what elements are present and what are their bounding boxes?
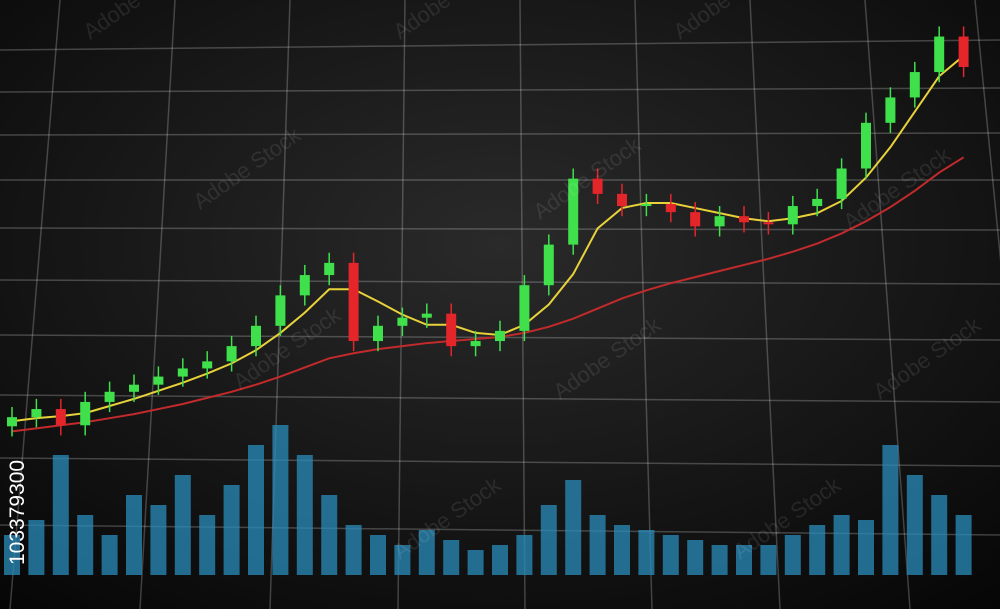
volume-bar — [687, 540, 704, 575]
volume-bar — [711, 545, 728, 575]
volume-bar — [565, 480, 582, 575]
volume-bar — [101, 535, 118, 575]
volume-bar — [4, 535, 20, 575]
candle-body — [129, 384, 139, 392]
candle-body — [80, 401, 91, 426]
volume-bar — [931, 495, 948, 575]
volume-bar — [321, 495, 338, 575]
candle-body — [934, 36, 945, 73]
volume-bar — [540, 505, 557, 575]
volume-bar — [882, 445, 899, 575]
image-id: 103379300 — [6, 460, 29, 565]
volume-bar — [394, 545, 411, 575]
candle-body — [397, 317, 408, 326]
volume-bars — [4, 425, 972, 575]
volume-bar — [809, 525, 826, 575]
volume-bar — [223, 485, 240, 575]
volume-bar — [516, 535, 533, 575]
candle-body — [909, 72, 920, 98]
candle-body — [31, 409, 42, 418]
candle-body — [739, 216, 749, 223]
volume-bar — [418, 530, 435, 575]
volume-bar — [174, 475, 191, 575]
candle-body — [226, 346, 237, 362]
volume-bar — [150, 505, 167, 575]
candle-body — [202, 361, 213, 369]
volume-bar — [296, 455, 313, 575]
volume-bar — [662, 535, 679, 575]
candle-body — [958, 36, 969, 67]
candle-body — [543, 244, 554, 286]
candle-body — [568, 178, 579, 245]
volume-bar — [638, 530, 655, 575]
candle-body — [617, 193, 627, 207]
candle-body — [177, 368, 188, 377]
candle-body — [470, 341, 481, 347]
candle-body — [787, 206, 798, 225]
volume-bar — [443, 540, 460, 575]
candle-body — [153, 376, 164, 385]
volume-bar — [492, 545, 508, 575]
volume-bar — [126, 495, 142, 575]
volume-bar — [248, 445, 264, 575]
volume-bar — [77, 515, 94, 575]
candle-body — [55, 409, 66, 426]
candle-body — [299, 275, 310, 296]
volume-bar — [52, 455, 69, 575]
candle-body — [446, 313, 457, 347]
candle-body — [812, 198, 823, 207]
candle-body — [324, 262, 335, 276]
moving-averages — [11, 55, 965, 433]
candle-body — [592, 178, 603, 194]
candle-body — [836, 168, 847, 199]
moving-average-line — [11, 156, 965, 433]
volume-bar — [760, 545, 777, 575]
moving-average-line — [11, 55, 965, 423]
volume-bar — [955, 515, 972, 575]
candle-body — [885, 97, 896, 123]
volume-bar — [28, 520, 45, 575]
candle-body — [690, 212, 701, 227]
volume-bar — [345, 525, 362, 575]
volume-bar — [272, 425, 289, 575]
volume-bar — [614, 525, 630, 575]
candle-body — [641, 204, 652, 207]
candle-body — [7, 417, 17, 427]
candle-body — [348, 262, 359, 342]
volume-bar — [833, 515, 850, 575]
volume-bar — [784, 535, 801, 575]
volume-bar — [736, 545, 752, 575]
candle-body — [495, 330, 505, 342]
volume-bar — [467, 550, 484, 575]
candle-body — [714, 216, 725, 227]
volume-bar — [906, 475, 923, 575]
candles — [7, 26, 969, 437]
candle-body — [421, 313, 432, 318]
candle-body — [373, 325, 383, 342]
candle-body — [665, 204, 676, 213]
candle-body — [763, 222, 774, 225]
volume-bar — [589, 515, 606, 575]
candle-body — [251, 325, 261, 347]
volume-bar — [858, 520, 874, 575]
volume-bar — [370, 535, 386, 575]
volume-bar — [199, 515, 216, 575]
candle-body — [519, 285, 530, 331]
candle-body — [275, 295, 286, 326]
candle-body — [104, 391, 115, 402]
candle-body — [861, 122, 871, 169]
